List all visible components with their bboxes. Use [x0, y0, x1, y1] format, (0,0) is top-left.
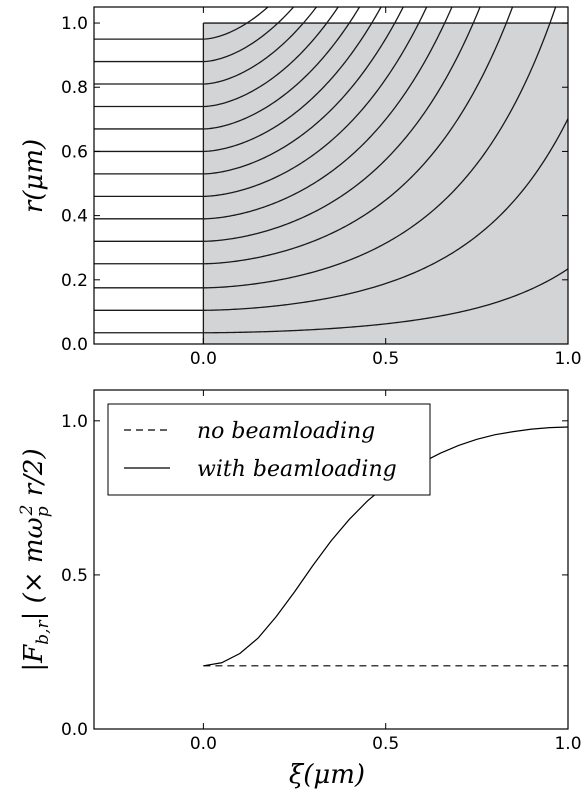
top-xtick-label: 0.0: [190, 349, 217, 369]
trajectory-1: [94, 268, 569, 334]
top-ytick-label: 0.8: [61, 78, 88, 98]
top-ytick-label: 0.2: [61, 271, 88, 291]
trajectory-13: [94, 6, 295, 63]
top-ytick-label: 0.6: [61, 142, 88, 162]
bottom-ticks: 0.0 0.5 1.0 0.0 0.5 1.0: [61, 390, 582, 754]
bottom-ytick-label: 1.0: [61, 412, 88, 432]
trajectory-5: [94, 6, 481, 242]
trajectory-6: [94, 6, 453, 220]
top-xtick-label: 1.0: [554, 349, 581, 369]
top-xtick-label: 0.5: [372, 349, 399, 369]
top-ytick-label: 1.0: [61, 14, 88, 34]
bottom-ytick-label: 0.0: [61, 720, 88, 740]
top-panel: 0.0 0.5 1.0 0.0 0.2 0.4 0.6 0.8 1.0 r(μm): [19, 6, 582, 369]
bottom-axes-frame: [93, 389, 569, 730]
trajectory-4: [94, 6, 514, 265]
top-y-axis-label: r(μm): [19, 139, 49, 213]
bottom-ytick-label: 0.5: [61, 566, 88, 586]
top-trajectories: [94, 6, 569, 334]
trajectory-3: [94, 6, 557, 289]
bottom-panel: 0.0 0.5 1.0 0.0 0.5 1.0 no beamloading with b…: [17, 389, 582, 790]
top-shaded-region: [203, 23, 568, 345]
top-axes-frame: [93, 6, 569, 345]
bottom-x-axis-label: ξ(μm): [289, 760, 365, 790]
bottom-xtick-label: 1.0: [554, 734, 581, 754]
bottom-xtick-label: 0.5: [372, 734, 399, 754]
top-ytick-label: 0.0: [61, 335, 88, 355]
trajectory-14: [94, 6, 269, 40]
legend: no beamloading with beamloading: [107, 403, 431, 496]
bottom-y-axis-label: |Fb,r| (× mωp2 r/2): [17, 448, 53, 671]
legend-box: [107, 403, 431, 496]
legend-label-with-beamloading: with beamloading: [197, 457, 397, 482]
top-ticks: 0.0 0.5 1.0 0.0 0.2 0.4 0.6 0.8 1.0: [61, 7, 582, 369]
trajectory-9: [94, 6, 382, 153]
trajectory-8: [94, 6, 404, 175]
trajectory-11: [94, 6, 339, 108]
trajectory-7: [94, 6, 428, 198]
trajectory-12: [94, 6, 318, 85]
legend-label-no-beamloading: no beamloading: [197, 419, 375, 444]
top-ytick-label: 0.4: [61, 207, 88, 227]
trajectory-2: [94, 118, 569, 311]
trajectory-10: [94, 6, 361, 130]
bottom-xtick-label: 0.0: [190, 734, 217, 754]
